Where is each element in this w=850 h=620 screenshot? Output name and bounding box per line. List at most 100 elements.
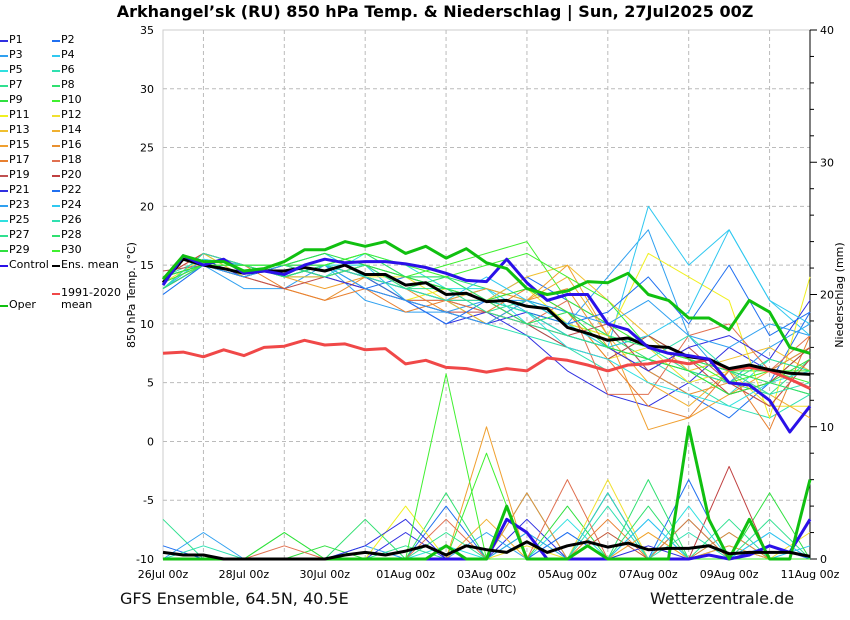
legend-swatch xyxy=(0,250,8,252)
x-tick-label: 28Jul 00z xyxy=(219,568,270,581)
x-tick-label: 09Aug 00z xyxy=(700,568,759,581)
legend-item-p11: P11 xyxy=(0,109,30,121)
legend-label: 1991-2020 mean xyxy=(61,286,121,311)
x-tick-label: 30Jul 00z xyxy=(299,568,350,581)
legend-item-p6: P6 xyxy=(52,64,75,76)
legend-swatch xyxy=(0,40,8,42)
legend-item-ens-mean: Ens. mean xyxy=(52,259,119,271)
temp-line-p23 xyxy=(162,264,811,348)
plot-area xyxy=(162,29,811,560)
temp-line-oper xyxy=(161,240,811,355)
legend-swatch xyxy=(52,55,60,57)
legend-label: P21 xyxy=(9,183,30,196)
legend-swatch xyxy=(52,145,60,147)
legend-item-p29: P29 xyxy=(0,244,30,256)
legend-item-p23: P23 xyxy=(0,199,30,211)
legend-swatch xyxy=(0,130,8,132)
legend-item-p9: P9 xyxy=(0,94,23,106)
legend-item-p21: P21 xyxy=(0,184,30,196)
legend-swatch xyxy=(0,55,8,57)
legend-label: P24 xyxy=(61,198,82,211)
legend-swatch xyxy=(52,190,60,192)
legend-item-p2: P2 xyxy=(52,34,75,46)
legend-label: P13 xyxy=(9,123,30,136)
legend-swatch xyxy=(0,265,8,267)
legend-item-p17: P17 xyxy=(0,154,30,166)
legend-swatch xyxy=(0,205,8,207)
y-tick-label: 25 xyxy=(140,142,154,155)
legend-swatch xyxy=(0,235,8,237)
legend-item-control: Control xyxy=(0,259,49,271)
legend-item-p22: P22 xyxy=(52,184,82,196)
chart-title: Arkhangel’sk (RU) 850 hPa Temp. & Nieder… xyxy=(116,2,754,21)
legend-item-p7: P7 xyxy=(0,79,23,91)
legend-swatch xyxy=(0,85,8,87)
legend-label: P23 xyxy=(9,198,30,211)
legend-label: P16 xyxy=(61,138,82,151)
legend-label: P5 xyxy=(9,63,23,76)
y2-tick-label: 20 xyxy=(820,289,834,302)
legend-item-climate: 1991-2020 mean xyxy=(52,287,125,311)
y-tick-label: -5 xyxy=(143,494,154,507)
legend-item-p20: P20 xyxy=(52,169,82,181)
legend-label: P9 xyxy=(9,93,23,106)
legend-label: P22 xyxy=(61,183,82,196)
legend-swatch xyxy=(52,85,60,87)
legend-item-p12: P12 xyxy=(52,109,82,121)
legend-item-p5: P5 xyxy=(0,64,23,76)
legend-item-p15: P15 xyxy=(0,139,30,151)
y-tick-label: 0 xyxy=(147,435,154,448)
x-tick-label: 01Aug 00z xyxy=(376,568,435,581)
legend-item-p16: P16 xyxy=(52,139,82,151)
legend-item-p13: P13 xyxy=(0,124,30,136)
y2-tick-label: 30 xyxy=(820,156,834,169)
legend-label: P4 xyxy=(61,48,75,61)
legend-label: P6 xyxy=(61,63,75,76)
legend-item-p14: P14 xyxy=(52,124,82,136)
legend-swatch xyxy=(0,160,8,162)
y-axis-label: 850 hPa Temp. (°C) xyxy=(125,242,138,348)
legend-label: P10 xyxy=(61,93,82,106)
legend-swatch xyxy=(0,145,8,147)
y2-tick-label: 0 xyxy=(820,553,827,566)
y-tick-label: 10 xyxy=(140,318,154,331)
legend-item-p27: P27 xyxy=(0,229,30,241)
legend-swatch xyxy=(0,175,8,177)
legend-label: P15 xyxy=(9,138,30,151)
legend-item-p28: P28 xyxy=(52,229,82,241)
legend-swatch xyxy=(0,305,8,307)
legend-item-p30: P30 xyxy=(52,244,82,256)
x-tick-label: 03Aug 00z xyxy=(457,568,516,581)
legend-swatch xyxy=(0,190,8,192)
legend-swatch xyxy=(52,40,60,42)
legend-item-p26: P26 xyxy=(52,214,82,226)
legend-label: P1 xyxy=(9,33,23,46)
x-axis-label: Date (UTC) xyxy=(456,583,516,596)
legend-swatch xyxy=(52,70,60,72)
legend-swatch xyxy=(52,265,60,267)
legend-item-p25: P25 xyxy=(0,214,30,226)
temp-line-control xyxy=(161,254,812,434)
legend-label: P27 xyxy=(9,228,30,241)
legend-label: P11 xyxy=(9,108,30,121)
legend-label: P12 xyxy=(61,108,82,121)
legend-swatch xyxy=(52,175,60,177)
y2-tick-label: 10 xyxy=(820,421,834,434)
x-tick-label: 11Aug 00z xyxy=(781,568,840,581)
legend-item-p3: P3 xyxy=(0,49,23,61)
legend-swatch xyxy=(52,115,60,117)
y-tick-label: -10 xyxy=(136,553,154,566)
legend-label: P17 xyxy=(9,153,30,166)
legend-swatch xyxy=(52,130,60,132)
legend-swatch xyxy=(52,250,60,252)
y-tick-label: 15 xyxy=(140,259,154,272)
legend-item-p19: P19 xyxy=(0,169,30,181)
legend-swatch xyxy=(52,205,60,207)
legend-label: P28 xyxy=(61,228,82,241)
y-tick-label: 20 xyxy=(140,200,154,213)
legend-swatch xyxy=(0,100,8,102)
y2-tick-label: 40 xyxy=(820,24,834,37)
legend-item-p8: P8 xyxy=(52,79,75,91)
